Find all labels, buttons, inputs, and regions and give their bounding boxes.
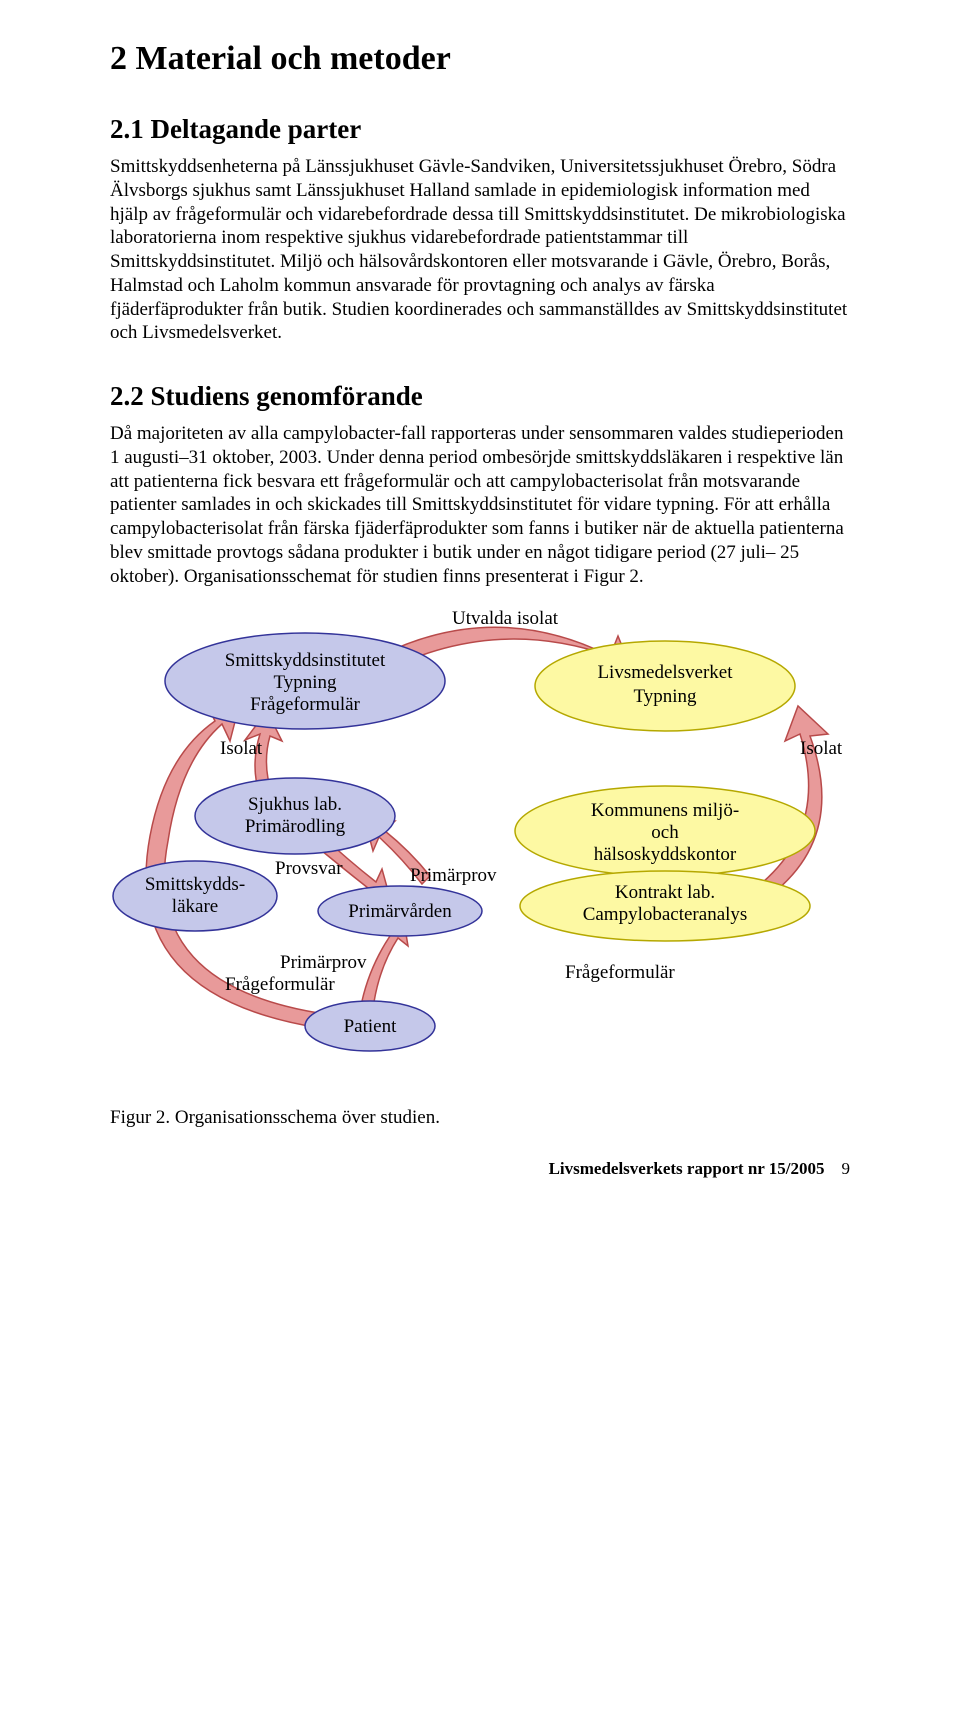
section-2-body: Då majoriteten av alla campylobacter-fal…: [110, 422, 850, 588]
node-kontrakt-l2: Campylobacteranalys: [583, 904, 748, 925]
page-title: 2 Material och metoder: [110, 40, 850, 78]
label-isolat-left: Isolat: [220, 738, 263, 759]
node-patient-l1: Patient: [344, 1016, 397, 1037]
node-kommun-l3: hälsoskyddskontor: [594, 844, 737, 865]
figure-caption: Figur 2. Organisationsschema över studie…: [110, 1107, 850, 1129]
label-utvalda-isolat: Utvalda isolat: [452, 608, 559, 629]
node-kommun-l1: Kommunens miljö-: [591, 800, 739, 821]
node-livsmedelsverket-l1: Livsmedelsverket: [597, 662, 733, 683]
page-footer: Livsmedelsverkets rapport nr 15/2005 9: [110, 1159, 850, 1179]
org-diagram: Smittskyddsinstitutet Typning Frågeformu…: [110, 606, 850, 1096]
node-primarvarden-l1: Primärvården: [348, 901, 452, 922]
node-livsmedelsverket-l2: Typning: [633, 686, 697, 707]
node-kommun-l2: och: [651, 822, 679, 843]
footer-page-number: 9: [842, 1159, 851, 1178]
page: 2 Material och metoder 2.1 Deltagande pa…: [0, 0, 960, 1219]
label-isolat-right: Isolat: [800, 738, 843, 759]
section-2-title: 2.2 Studiens genomförande: [110, 381, 850, 412]
label-frageformular-right: Frågeformulär: [565, 962, 675, 983]
node-smittskyddsinst-l3: Frågeformulär: [250, 694, 360, 715]
label-primarprov-2: Primärprov: [280, 952, 367, 973]
label-provsvar: Provsvar: [275, 858, 343, 879]
label-primarprov-1: Primärprov: [410, 865, 497, 886]
footer-source: Livsmedelsverkets rapport nr 15/2005: [549, 1159, 825, 1178]
label-frageformular-left: Frågeformulär: [225, 974, 335, 995]
section-1-body: Smittskyddsenheterna på Länssjukhuset Gä…: [110, 155, 850, 345]
node-sjukhuslab-l1: Sjukhus lab.: [248, 794, 342, 815]
node-sjukhuslab-l2: Primärodling: [245, 816, 346, 837]
figure-2: Smittskyddsinstitutet Typning Frågeformu…: [110, 606, 850, 1129]
node-smittskyddsinst-l1: Smittskyddsinstitutet: [225, 650, 386, 671]
node-kontrakt-l1: Kontrakt lab.: [615, 882, 715, 903]
node-smittlakare-l1: Smittskydds-: [145, 874, 245, 895]
node-smittskyddsinst-l2: Typning: [273, 672, 337, 693]
node-smittlakare-l2: läkare: [172, 896, 218, 917]
section-1-title: 2.1 Deltagande parter: [110, 114, 850, 145]
